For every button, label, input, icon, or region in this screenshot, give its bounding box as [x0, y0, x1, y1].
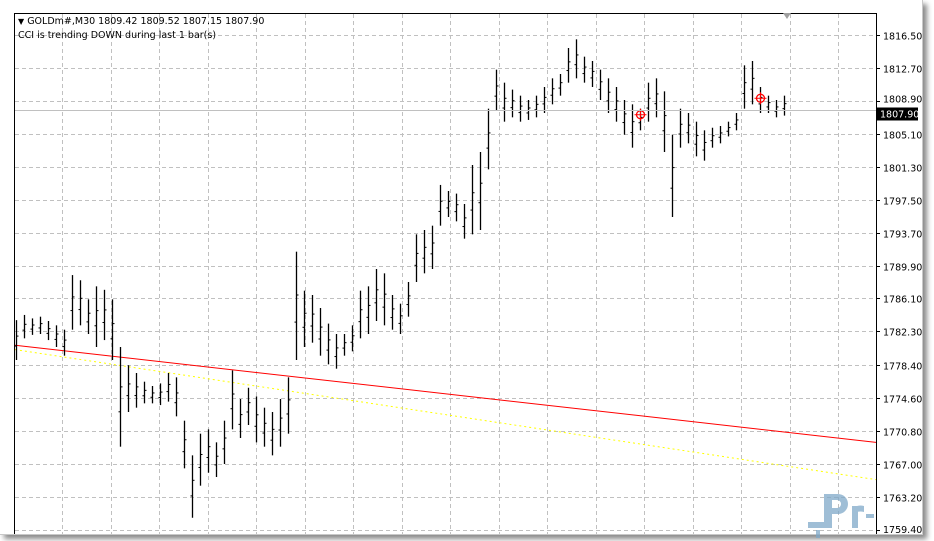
axis-tick-label: 1770.80 [883, 428, 922, 439]
axis-tick-label: 1786.10 [883, 295, 922, 306]
axis-tick-label: 1778.40 [883, 362, 922, 373]
axis-tick-label: 1808.90 [883, 95, 922, 106]
axis-tick-label: 1782.30 [883, 328, 922, 339]
ohlc-bars [14, 39, 787, 518]
chart-shift-icon[interactable] [783, 13, 791, 19]
axis-tick-label: 1812.70 [883, 65, 922, 76]
axis-tick-label: 1801.30 [883, 164, 922, 175]
axis-tick-label: 1797.50 [883, 197, 922, 208]
price-chart[interactable]: 1816.50 1812.70 1808.90 1805.10 1801.30 1797.… [0, 0, 922, 534]
current-price-label: 1807.90 [880, 110, 919, 121]
collapse-triangle-icon[interactable]: ▼ [18, 17, 25, 26]
price-axis: 1816.50 1812.70 1808.90 1805.10 1801.30 1797.… [15, 32, 922, 534]
axis-tick-label: 1763.20 [883, 494, 922, 505]
current-price-label-bg [877, 107, 918, 121]
axis-tick-label: 1767.00 [883, 461, 922, 472]
symbol-header: ▼ GOLDm#,M30 1809.42 1809.52 1807.15 180… [18, 16, 264, 27]
axis-tick-label: 1789.90 [883, 263, 922, 274]
chart-border [14, 13, 877, 534]
symbol-ohlc: GOLDm#,M30 1809.42 1809.52 1807.15 1807.… [27, 16, 265, 27]
axis-tick-label: 1793.70 [883, 230, 922, 241]
trend-lines [14, 344, 877, 481]
trend-line-yellow [14, 349, 877, 481]
axis-tick-label: 1774.60 [883, 395, 922, 406]
prof-fx-watermark-logo [808, 494, 874, 538]
axis-tick-label: 1805.10 [883, 131, 922, 142]
chart-window: 1816.50 1812.70 1808.90 1805.10 1801.30 1797.… [0, 0, 923, 535]
grid [15, 14, 876, 534]
trend-line-red [14, 344, 877, 443]
axis-tick-label: 1759.40 [883, 525, 922, 534]
axis-tick-label: 1816.50 [883, 32, 922, 43]
indicator-comment: CCI is trending DOWN during last 1 bar(s… [18, 30, 217, 41]
signal-markers [634, 92, 767, 121]
